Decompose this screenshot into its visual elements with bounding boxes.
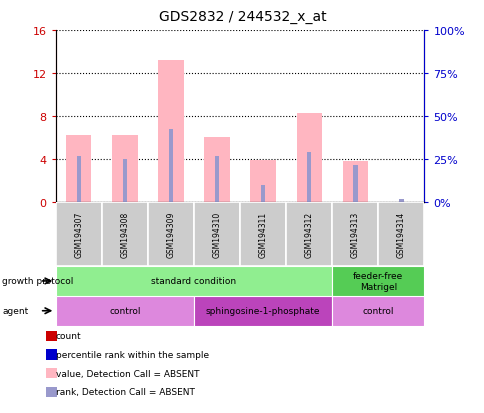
Text: GSM194307: GSM194307: [74, 211, 83, 258]
Text: growth protocol: growth protocol: [2, 277, 74, 286]
Bar: [194, 296, 332, 326]
Bar: [76, 156, 81, 202]
Bar: [332, 266, 424, 296]
Text: rank, Detection Call = ABSENT: rank, Detection Call = ABSENT: [56, 387, 194, 396]
Bar: [56, 296, 194, 326]
Text: percentile rank within the sample: percentile rank within the sample: [56, 350, 209, 359]
Bar: [112, 136, 137, 202]
Bar: [296, 114, 321, 202]
Text: GSM194309: GSM194309: [166, 211, 175, 258]
Bar: [240, 202, 286, 266]
Text: GSM194314: GSM194314: [396, 211, 405, 257]
Bar: [342, 161, 367, 202]
Bar: [398, 199, 403, 202]
Bar: [250, 161, 275, 202]
Bar: [352, 166, 357, 202]
Bar: [260, 185, 265, 202]
Bar: [194, 202, 240, 266]
Text: value, Detection Call = ABSENT: value, Detection Call = ABSENT: [56, 369, 199, 378]
Text: control: control: [109, 306, 140, 316]
Text: GSM194312: GSM194312: [304, 211, 313, 257]
Text: sphingosine-1-phosphate: sphingosine-1-phosphate: [205, 306, 320, 316]
Text: agent: agent: [2, 306, 29, 316]
Text: GSM194313: GSM194313: [350, 211, 359, 257]
Text: GSM194311: GSM194311: [258, 211, 267, 257]
Text: GSM194308: GSM194308: [120, 211, 129, 257]
Bar: [332, 202, 378, 266]
Text: standard condition: standard condition: [151, 277, 236, 286]
Bar: [66, 136, 91, 202]
Text: feeder-free
Matrigel: feeder-free Matrigel: [352, 272, 403, 291]
Text: control: control: [362, 306, 393, 316]
Bar: [102, 202, 148, 266]
Bar: [378, 202, 424, 266]
Text: GDS2832 / 244532_x_at: GDS2832 / 244532_x_at: [158, 10, 326, 24]
Bar: [332, 296, 424, 326]
Bar: [168, 130, 173, 202]
Bar: [56, 202, 102, 266]
Bar: [286, 202, 332, 266]
Bar: [158, 61, 183, 202]
Bar: [306, 153, 311, 202]
Bar: [56, 266, 332, 296]
Text: count: count: [56, 332, 81, 341]
Bar: [122, 159, 127, 202]
Bar: [214, 156, 219, 202]
Text: GSM194310: GSM194310: [212, 211, 221, 257]
Bar: [148, 202, 194, 266]
Bar: [204, 138, 229, 202]
